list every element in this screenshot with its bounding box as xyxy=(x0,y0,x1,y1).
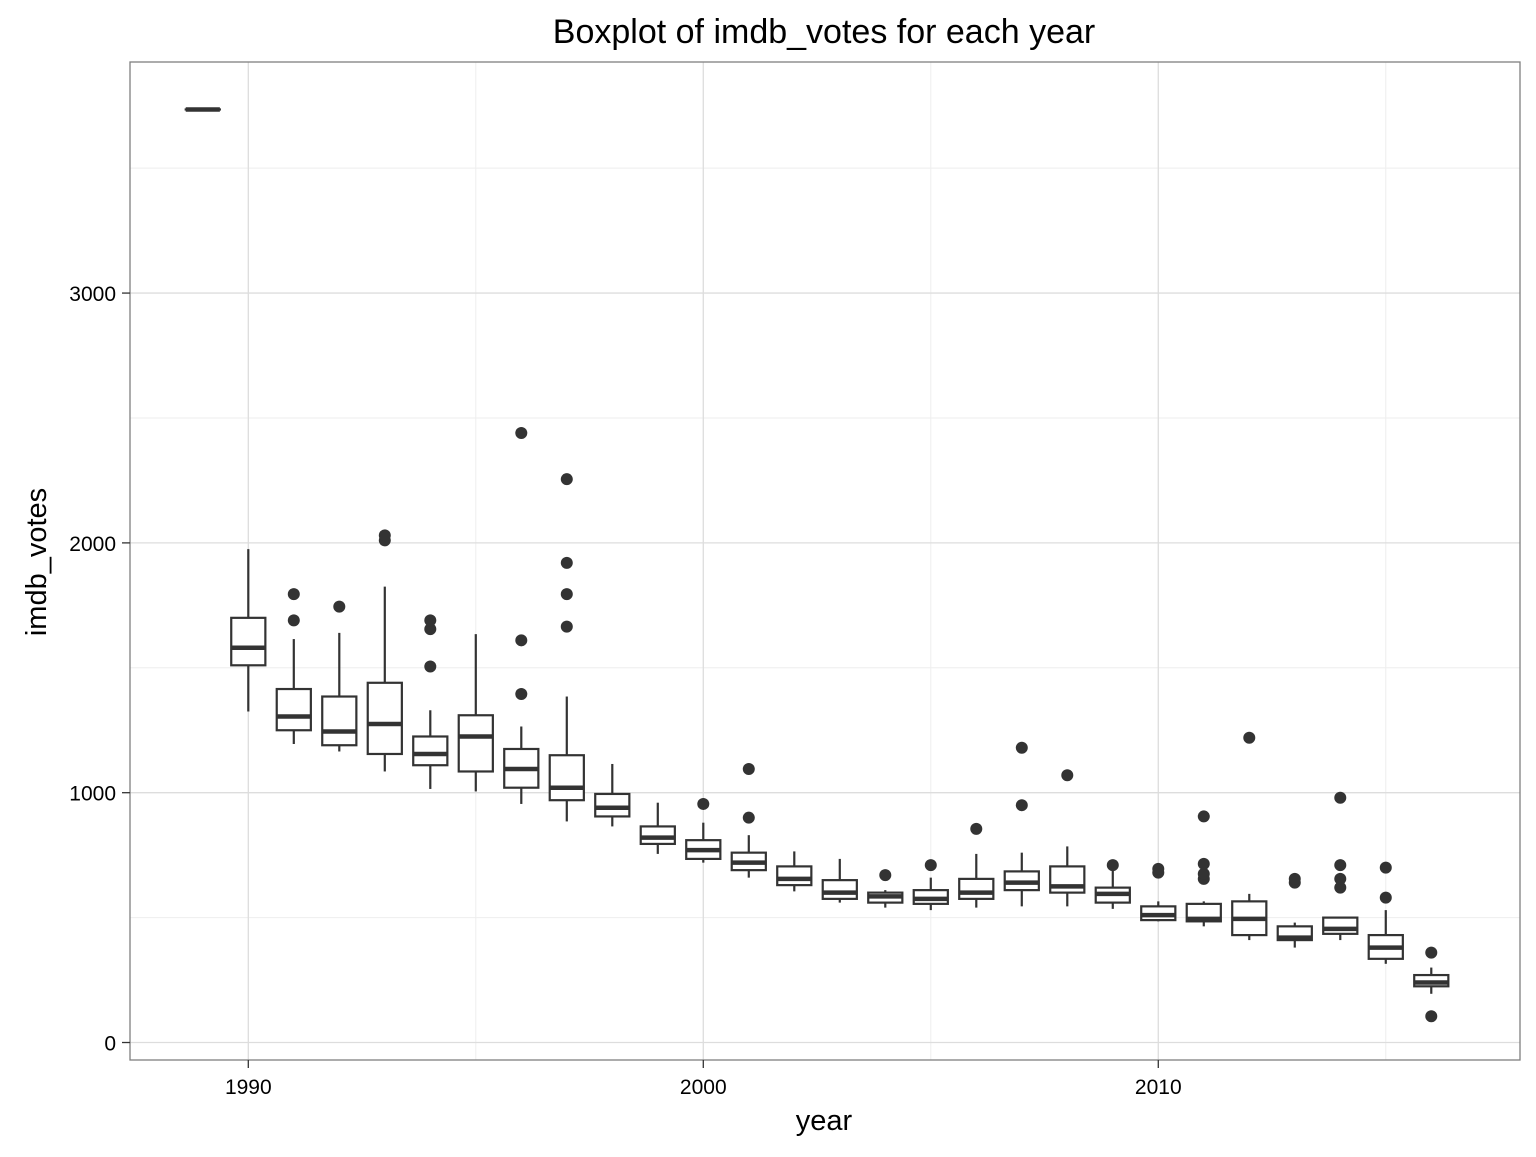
outlier-point xyxy=(424,661,436,673)
y-tick-label: 3000 xyxy=(69,283,116,306)
outlier-point xyxy=(561,473,573,485)
outlier-point xyxy=(561,557,573,569)
box-iqr xyxy=(1323,918,1357,934)
y-axis-title: imdb_votes xyxy=(21,488,53,636)
x-tick-label: 1990 xyxy=(225,1076,272,1099)
outlier-point xyxy=(1152,863,1164,875)
outlier-point xyxy=(288,614,300,626)
outlier-point xyxy=(1198,810,1210,822)
outlier-point xyxy=(1016,742,1028,754)
box-iqr xyxy=(459,715,493,771)
y-tick-label: 2000 xyxy=(69,533,116,556)
box-iqr xyxy=(823,880,857,899)
box-iqr xyxy=(1050,866,1084,892)
x-axis-title: year xyxy=(796,1105,853,1137)
outlier-point xyxy=(1061,769,1073,781)
outlier-point xyxy=(879,869,891,881)
outlier-point xyxy=(561,588,573,600)
outlier-point xyxy=(515,427,527,439)
outlier-point xyxy=(333,601,345,613)
outlier-point xyxy=(1016,799,1028,811)
y-tick-label: 1000 xyxy=(69,783,116,806)
box-iqr xyxy=(413,736,447,765)
outlier-point xyxy=(1425,1010,1437,1022)
outlier-point xyxy=(1425,947,1437,959)
outlier-point xyxy=(925,859,937,871)
box-iqr xyxy=(368,683,402,754)
outlier-point xyxy=(743,812,755,824)
outlier-point xyxy=(697,798,709,810)
outlier-point xyxy=(515,688,527,700)
box-iqr xyxy=(777,866,811,885)
outlier-point xyxy=(424,614,436,626)
x-tick-label: 2000 xyxy=(680,1076,727,1099)
box-iqr xyxy=(231,618,265,665)
x-tick-label: 2010 xyxy=(1135,1076,1182,1099)
outlier-point xyxy=(1380,892,1392,904)
chart-title: Boxplot of imdb_votes for each year xyxy=(553,13,1095,51)
outlier-point xyxy=(1243,732,1255,744)
outlier-point xyxy=(1334,792,1346,804)
outlier-point xyxy=(1334,873,1346,885)
box-iqr xyxy=(959,879,993,899)
outlier-point xyxy=(515,634,527,646)
outlier-point xyxy=(561,621,573,633)
outlier-point xyxy=(1334,859,1346,871)
outlier-point xyxy=(1107,859,1119,871)
outlier-point xyxy=(970,823,982,835)
outlier-point xyxy=(379,529,391,541)
box-iqr xyxy=(277,689,311,730)
outlier-point xyxy=(288,588,300,600)
box-iqr xyxy=(595,794,629,816)
outlier-point xyxy=(1289,873,1301,885)
y-tick-label: 0 xyxy=(104,1033,116,1056)
outlier-point xyxy=(743,763,755,775)
box-iqr xyxy=(322,697,356,746)
outlier-point xyxy=(1198,858,1210,870)
box-iqr xyxy=(641,826,675,843)
outlier-point xyxy=(1380,862,1392,874)
box-iqr xyxy=(550,755,584,800)
